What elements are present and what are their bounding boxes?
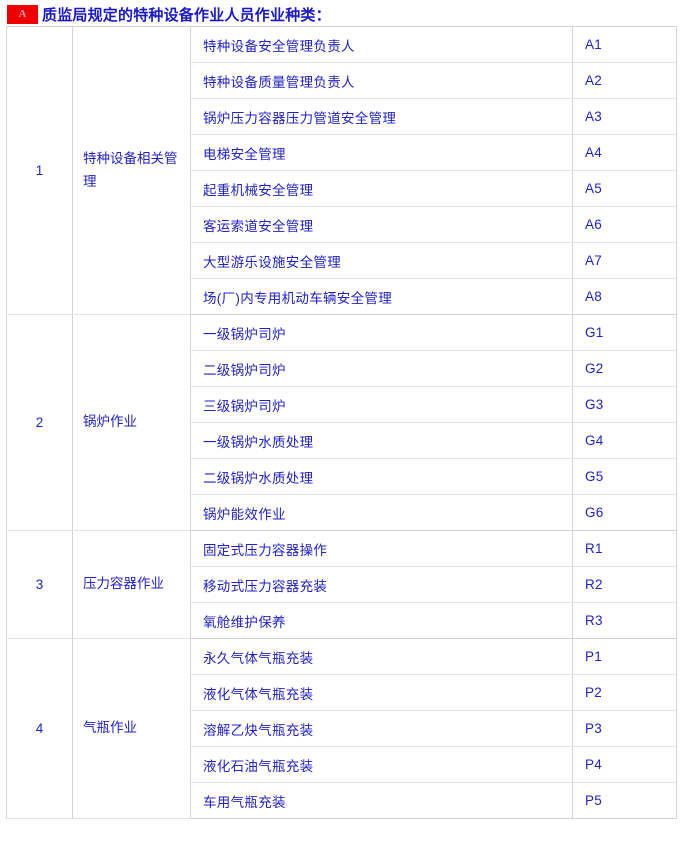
job-type-name-cell: 二级锅炉司炉: [190, 350, 573, 387]
job-type-name-cell: 电梯安全管理: [190, 134, 573, 171]
group-number-cell: 2: [6, 314, 73, 531]
table-row: 氧舱维护保养 R3: [7, 602, 677, 639]
table-row: 二级锅炉水质处理 G5: [7, 458, 677, 495]
job-type-code-cell: G3: [572, 386, 677, 423]
table-row: 特种设备质量管理负责人 A2: [7, 62, 677, 99]
job-type-name-cell: 固定式压力容器操作: [190, 530, 573, 567]
job-type-name-cell: 永久气体气瓶充装: [190, 638, 573, 675]
group-category-cell: 压力容器作业: [72, 530, 191, 639]
job-type-name-cell: 场(厂)内专用机动车辆安全管理: [190, 278, 573, 315]
job-type-name-cell: 特种设备质量管理负责人: [190, 62, 573, 99]
job-type-code-cell: A2: [572, 62, 677, 99]
table-row: 电梯安全管理 A4: [7, 134, 677, 171]
job-type-code-cell: G6: [572, 494, 677, 531]
group-number-cell: 4: [6, 638, 73, 819]
table-row: 三级锅炉司炉 G3: [7, 386, 677, 423]
job-type-code-cell: A1: [572, 26, 677, 63]
job-type-name-cell: 客运索道安全管理: [190, 206, 573, 243]
job-type-code-cell: A7: [572, 242, 677, 279]
job-type-name-cell: 锅炉能效作业: [190, 494, 573, 531]
table-row: 二级锅炉司炉 G2: [7, 350, 677, 387]
job-type-code-cell: R2: [572, 566, 677, 603]
job-type-code-cell: P5: [572, 782, 677, 819]
job-type-code-cell: P2: [572, 674, 677, 711]
table-row: 场(厂)内专用机动车辆安全管理 A8: [7, 278, 677, 315]
job-type-code-cell: G2: [572, 350, 677, 387]
job-type-name-cell: 溶解乙炔气瓶充装: [190, 710, 573, 747]
table-row: 客运索道安全管理 A6: [7, 206, 677, 243]
table-row: 2 锅炉作业 一级锅炉司炉 G1: [6, 314, 677, 531]
group-number-cell: 1: [6, 26, 73, 315]
table-row: 移动式压力容器充装 R2: [7, 566, 677, 603]
table-row: 锅炉能效作业 G6: [7, 494, 677, 531]
job-type-code-cell: A8: [572, 278, 677, 315]
job-type-name-cell: 车用气瓶充装: [190, 782, 573, 819]
job-type-code-cell: P4: [572, 746, 677, 783]
job-type-code-cell: G1: [572, 314, 677, 351]
table-row: 1 特种设备相关管理 特种设备安全管理负责人 A1: [6, 26, 677, 315]
table-row: 3 压力容器作业 固定式压力容器操作 R1: [6, 530, 677, 639]
job-type-code-cell: A4: [572, 134, 677, 171]
page-title: 质监局规定的特种设备作业人员作业种类：: [42, 7, 331, 24]
job-type-name-cell: 一级锅炉水质处理: [190, 422, 573, 459]
page-header: A 质监局规定的特种设备作业人员作业种类：: [0, 0, 689, 26]
job-type-name-cell: 移动式压力容器充装: [190, 566, 573, 603]
group-category-cell: 锅炉作业: [72, 314, 191, 531]
types-table-wrapper: 1 特种设备相关管理 特种设备安全管理负责人 A1 特种设备质量管理负责人 A2 锅炉压力容…: [0, 26, 689, 819]
job-type-name-cell: 液化石油气瓶充装: [190, 746, 573, 783]
special-equipment-types-table: 1 特种设备相关管理 特种设备安全管理负责人 A1 特种设备质量管理负责人 A2 锅炉压力容…: [6, 26, 677, 819]
job-type-code-cell: P1: [572, 638, 677, 675]
job-type-code-cell: R1: [572, 530, 677, 567]
job-type-code-cell: R3: [572, 602, 677, 639]
table-row: 液化石油气瓶充装 P4: [7, 746, 677, 783]
table-row: 液化气体气瓶充装 P2: [7, 674, 677, 711]
job-type-name-cell: 一级锅炉司炉: [190, 314, 573, 351]
table-row: 4 气瓶作业 永久气体气瓶充装 P1: [6, 638, 677, 819]
table-row: 车用气瓶充装 P5: [7, 782, 677, 819]
group-category-cell: 特种设备相关管理: [72, 26, 191, 315]
table-row: 一级锅炉水质处理 G4: [7, 422, 677, 459]
job-type-name-cell: 二级锅炉水质处理: [190, 458, 573, 495]
job-type-code-cell: G5: [572, 458, 677, 495]
job-type-code-cell: A5: [572, 170, 677, 207]
table-row: 起重机械安全管理 A5: [7, 170, 677, 207]
job-type-name-cell: 液化气体气瓶充装: [190, 674, 573, 711]
group-category-cell: 气瓶作业: [72, 638, 191, 819]
letter-a-badge-icon: A: [7, 5, 38, 24]
job-type-name-cell: 特种设备安全管理负责人: [190, 26, 573, 63]
job-type-code-cell: P3: [572, 710, 677, 747]
job-type-code-cell: G4: [572, 422, 677, 459]
job-type-code-cell: A3: [572, 98, 677, 135]
job-type-name-cell: 大型游乐设施安全管理: [190, 242, 573, 279]
table-row: 大型游乐设施安全管理 A7: [7, 242, 677, 279]
job-type-name-cell: 起重机械安全管理: [190, 170, 573, 207]
job-type-code-cell: A6: [572, 206, 677, 243]
job-type-name-cell: 三级锅炉司炉: [190, 386, 573, 423]
group-number-cell: 3: [6, 530, 73, 639]
table-row: 锅炉压力容器压力管道安全管理 A3: [7, 98, 677, 135]
job-type-name-cell: 氧舱维护保养: [190, 602, 573, 639]
table-row: 溶解乙炔气瓶充装 P3: [7, 710, 677, 747]
job-type-name-cell: 锅炉压力容器压力管道安全管理: [190, 98, 573, 135]
